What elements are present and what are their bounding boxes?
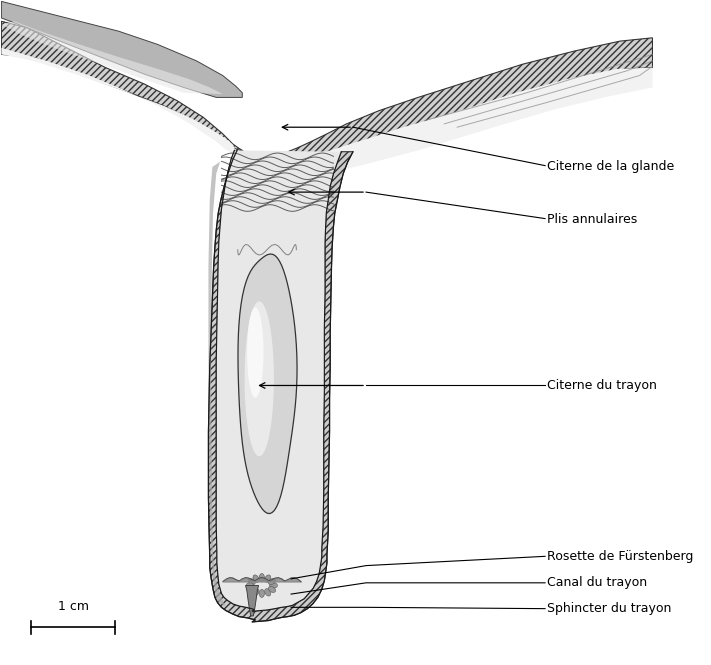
Polygon shape bbox=[1, 48, 653, 174]
Polygon shape bbox=[245, 585, 259, 616]
Ellipse shape bbox=[264, 575, 271, 583]
Ellipse shape bbox=[253, 589, 259, 596]
Ellipse shape bbox=[248, 587, 255, 593]
Polygon shape bbox=[208, 150, 353, 622]
Text: Rosette de Fürstenberg: Rosette de Fürstenberg bbox=[547, 550, 693, 563]
Ellipse shape bbox=[246, 583, 254, 588]
Text: Plis annulaires: Plis annulaires bbox=[547, 213, 637, 226]
Text: Citerne du trayon: Citerne du trayon bbox=[547, 379, 657, 392]
Text: Citerne de la glande: Citerne de la glande bbox=[547, 160, 674, 174]
Ellipse shape bbox=[260, 573, 264, 581]
Text: Canal du trayon: Canal du trayon bbox=[547, 577, 647, 589]
Ellipse shape bbox=[268, 579, 276, 585]
Polygon shape bbox=[282, 38, 653, 167]
Polygon shape bbox=[216, 150, 341, 611]
Ellipse shape bbox=[269, 583, 277, 588]
Text: 1 cm: 1 cm bbox=[58, 600, 88, 612]
Polygon shape bbox=[1, 21, 244, 152]
Polygon shape bbox=[247, 307, 264, 398]
Polygon shape bbox=[1, 1, 242, 97]
Text: Sphincter du trayon: Sphincter du trayon bbox=[547, 602, 671, 615]
Ellipse shape bbox=[253, 575, 259, 583]
Ellipse shape bbox=[264, 589, 271, 596]
Ellipse shape bbox=[260, 589, 264, 597]
Ellipse shape bbox=[248, 579, 255, 585]
Polygon shape bbox=[208, 162, 226, 606]
Polygon shape bbox=[245, 301, 274, 456]
Polygon shape bbox=[1, 21, 223, 94]
Polygon shape bbox=[238, 254, 297, 513]
Ellipse shape bbox=[268, 587, 276, 593]
